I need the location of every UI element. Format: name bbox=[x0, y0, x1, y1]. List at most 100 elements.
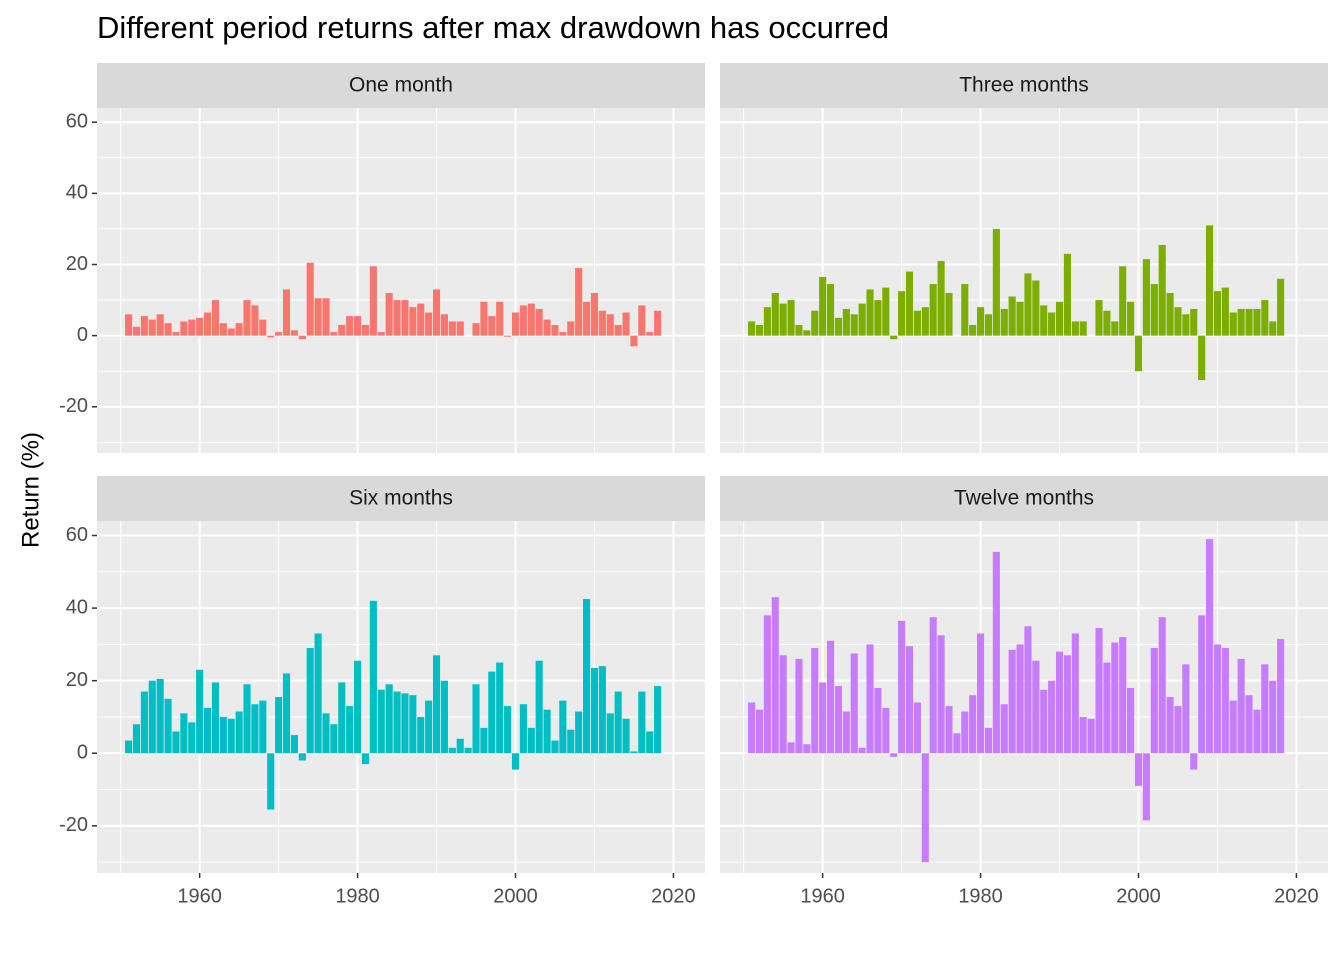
bar bbox=[630, 751, 638, 754]
bar bbox=[346, 706, 354, 754]
bar bbox=[1221, 287, 1229, 336]
bar bbox=[606, 713, 614, 754]
bar bbox=[1269, 321, 1277, 336]
y-tick-label: 0 bbox=[77, 742, 88, 764]
bar bbox=[969, 695, 977, 754]
bar bbox=[1142, 753, 1150, 821]
bar bbox=[953, 733, 961, 754]
strip bbox=[720, 476, 1328, 521]
bar bbox=[1016, 644, 1024, 754]
bar bbox=[354, 316, 362, 336]
bar bbox=[583, 301, 591, 336]
bar bbox=[771, 597, 779, 754]
bar bbox=[504, 335, 512, 337]
bar bbox=[1182, 664, 1190, 754]
bar bbox=[590, 667, 599, 754]
bar bbox=[1016, 301, 1024, 336]
bar bbox=[992, 551, 1000, 754]
bar bbox=[921, 753, 929, 863]
panel bbox=[97, 521, 705, 873]
bar bbox=[180, 713, 188, 754]
bar bbox=[156, 314, 164, 336]
y-tick-label: 20 bbox=[66, 669, 88, 691]
x-tick-label: 2000 bbox=[1116, 885, 1161, 907]
bar bbox=[1229, 700, 1237, 754]
bar bbox=[1269, 680, 1277, 754]
bar bbox=[1032, 660, 1040, 754]
bar bbox=[1024, 273, 1032, 336]
bar bbox=[125, 740, 133, 754]
bar bbox=[140, 691, 148, 754]
bar bbox=[992, 228, 1000, 336]
bar bbox=[882, 287, 890, 336]
bar bbox=[961, 284, 969, 336]
bar bbox=[795, 324, 803, 336]
bar bbox=[219, 323, 227, 336]
y-tick-label: 40 bbox=[66, 596, 88, 618]
bar bbox=[172, 332, 180, 336]
x-tick-label: 1980 bbox=[958, 885, 1003, 907]
bar bbox=[654, 686, 662, 754]
bar bbox=[519, 704, 527, 754]
y-tick-label: 60 bbox=[66, 111, 88, 133]
bar bbox=[188, 319, 196, 336]
bar bbox=[646, 332, 654, 336]
bar bbox=[1127, 687, 1135, 754]
bar bbox=[1245, 308, 1253, 336]
strip bbox=[97, 63, 705, 108]
bar bbox=[779, 655, 787, 754]
bar bbox=[1229, 312, 1237, 336]
bar bbox=[882, 707, 890, 754]
bar bbox=[251, 704, 259, 754]
bar bbox=[787, 742, 795, 754]
bar bbox=[496, 301, 504, 336]
y-tick-label: 20 bbox=[66, 253, 88, 275]
y-tick-label: -20 bbox=[59, 814, 88, 836]
bar bbox=[890, 753, 898, 757]
bar bbox=[937, 635, 945, 754]
strip-label: Twelve months bbox=[954, 487, 1094, 510]
bar bbox=[156, 678, 164, 754]
bar bbox=[929, 284, 937, 336]
bar bbox=[945, 292, 953, 336]
bar bbox=[448, 321, 456, 336]
bar bbox=[1261, 300, 1269, 336]
bar bbox=[472, 323, 480, 336]
bar bbox=[519, 305, 527, 336]
bar bbox=[826, 640, 835, 754]
bar bbox=[606, 314, 614, 336]
bar bbox=[1000, 704, 1008, 754]
bar bbox=[834, 686, 842, 754]
bar bbox=[866, 644, 874, 754]
bar bbox=[235, 323, 243, 336]
bar bbox=[1119, 266, 1127, 336]
bar bbox=[440, 680, 448, 754]
bar bbox=[511, 753, 520, 770]
bar bbox=[598, 310, 606, 336]
bar bbox=[298, 335, 306, 340]
bar bbox=[748, 321, 756, 336]
bar bbox=[1198, 335, 1206, 381]
strip bbox=[720, 63, 1328, 108]
bar bbox=[638, 305, 646, 336]
bar bbox=[559, 332, 567, 336]
bar bbox=[866, 289, 874, 336]
bar bbox=[913, 310, 921, 336]
bar bbox=[921, 307, 929, 336]
bar bbox=[1127, 301, 1135, 336]
bar bbox=[1087, 718, 1095, 754]
bar bbox=[1040, 689, 1048, 754]
bar bbox=[203, 312, 212, 336]
bar bbox=[1253, 709, 1261, 754]
bar bbox=[1150, 648, 1158, 754]
bar bbox=[646, 731, 654, 754]
bar bbox=[638, 691, 646, 754]
bar bbox=[354, 660, 362, 754]
bar bbox=[1119, 637, 1127, 754]
bar bbox=[905, 271, 914, 336]
bar bbox=[425, 312, 433, 336]
bar bbox=[361, 324, 370, 336]
bar bbox=[1000, 308, 1008, 336]
bar bbox=[196, 317, 204, 336]
bar bbox=[409, 307, 417, 336]
